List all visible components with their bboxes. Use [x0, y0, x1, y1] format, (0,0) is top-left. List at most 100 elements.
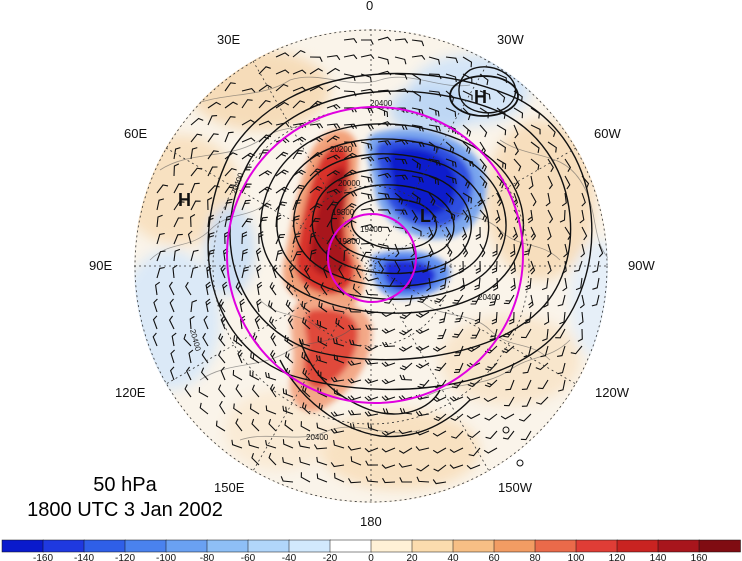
- station-marker: [502, 426, 510, 434]
- wind-barb: [399, 328, 413, 336]
- wind-barb: [292, 136, 307, 143]
- wind-barb: [317, 336, 328, 347]
- wind-barb: [479, 124, 488, 138]
- wind-barb: [489, 328, 498, 341]
- wind-barb: [275, 169, 289, 177]
- wind-barb: [559, 311, 566, 325]
- wind-barb: [282, 388, 294, 398]
- wind-barb: [462, 124, 472, 137]
- wind-barb: [495, 209, 501, 224]
- wind-barb: [258, 216, 268, 228]
- wind-barb: [265, 440, 277, 449]
- wind-barb: [432, 430, 447, 437]
- wind-barb: [510, 277, 516, 292]
- wind-barb: [521, 396, 532, 407]
- wind-barb: [241, 152, 255, 160]
- lon-label-60e: 60E: [124, 126, 147, 141]
- wind-barb: [547, 175, 553, 190]
- wind-barb: [415, 311, 430, 318]
- wind-barb: [298, 441, 311, 449]
- contour-labels: 20400 20400 20400 20400 19800 19800 2020…: [188, 99, 501, 442]
- wind-barb: [428, 175, 439, 186]
- wind-barb: [561, 260, 567, 275]
- wind-barb: [439, 260, 447, 274]
- wind-barb: [449, 464, 464, 469]
- wind-barb: [377, 89, 392, 95]
- wind-barb: [381, 361, 396, 367]
- wind-barb: [528, 175, 534, 190]
- wind-barb: [360, 175, 373, 183]
- wind-barb: [241, 248, 248, 262]
- wind-barb: [201, 350, 209, 364]
- wind-barb: [557, 362, 566, 375]
- wind-barb: [411, 90, 421, 102]
- wind-barb: [466, 413, 481, 420]
- wind-barb: [301, 402, 311, 415]
- wind-barb: [360, 156, 375, 162]
- wind-barb: [496, 107, 506, 119]
- wind-barb: [343, 123, 358, 129]
- wind-barb: [381, 447, 396, 453]
- wind-barb: [547, 209, 554, 224]
- wind-barb: [347, 395, 362, 401]
- contour-label: 19800: [338, 237, 361, 246]
- wind-barb: [300, 472, 311, 483]
- wind-barb: [381, 328, 396, 334]
- wind-barb: [320, 282, 328, 296]
- wind-barb: [343, 141, 357, 147]
- wind-barb: [282, 457, 294, 466]
- colorbar-tick-label: 140: [650, 553, 667, 561]
- wind-barb: [251, 418, 260, 432]
- wind-barb: [503, 396, 515, 407]
- wind-barb: [231, 439, 243, 449]
- wind-barb: [462, 209, 470, 223]
- colorbar-swatch: [452, 539, 495, 553]
- wind-barb: [233, 335, 243, 347]
- wind-barb: [326, 123, 341, 129]
- wind-barb: [326, 188, 341, 195]
- wind-barb: [575, 277, 583, 291]
- wind-barb: [326, 154, 341, 160]
- wind-barb: [156, 250, 166, 262]
- wind-barb: [235, 418, 243, 432]
- wind-barb: [528, 294, 534, 309]
- wind-barb: [394, 174, 409, 180]
- wind-barb: [318, 301, 328, 313]
- wind-barb: [411, 175, 424, 183]
- wind-barb: [384, 277, 396, 288]
- wind-barb: [326, 55, 341, 61]
- wind-barb: [292, 184, 305, 194]
- wind-barb: [155, 281, 161, 296]
- colorbar-swatch: [124, 539, 167, 553]
- wind-barb: [220, 315, 227, 330]
- colorbar-swatch: [575, 539, 618, 553]
- wind-barb: [275, 249, 284, 262]
- wind-barb: [510, 260, 516, 275]
- wind-barb: [573, 260, 583, 272]
- wind-barb: [343, 38, 358, 44]
- wind-barb: [365, 289, 379, 296]
- wind-barb: [156, 266, 165, 279]
- wind-barb: [347, 378, 362, 384]
- wind-barb: [275, 201, 288, 211]
- wind-barb: [292, 199, 302, 211]
- wind-barb: [224, 82, 236, 92]
- contour-label: 20400: [370, 99, 393, 108]
- wind-barb: [513, 124, 519, 139]
- wind-barb: [298, 338, 311, 347]
- wind-barb: [364, 276, 379, 282]
- wind-barb: [445, 175, 457, 185]
- wind-barb: [459, 277, 465, 292]
- wind-barb: [215, 420, 226, 432]
- graticule: [134, 29, 608, 503]
- colorbar-swatch: [165, 539, 208, 553]
- wind-barb: [282, 405, 294, 415]
- wind-barb: [483, 447, 498, 454]
- wind-barb: [326, 235, 338, 245]
- wind-barb: [508, 311, 515, 325]
- wind-barb: [451, 430, 464, 439]
- colorbar-tick-label: -20: [323, 553, 338, 561]
- wind-barb: [347, 360, 362, 366]
- wind-barb: [581, 226, 588, 241]
- wind-barb: [564, 175, 571, 190]
